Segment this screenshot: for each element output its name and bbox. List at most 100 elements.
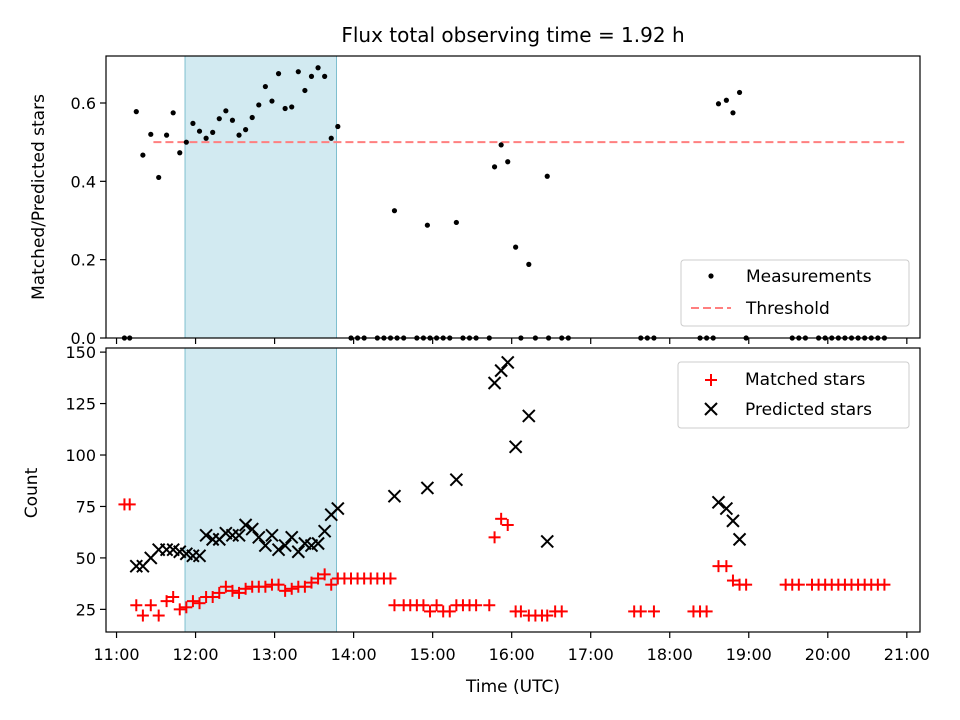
matched-star-point: [239, 582, 252, 595]
top-axes-frame: [105, 55, 921, 339]
measurement-point: [216, 116, 222, 122]
measurement-point: [177, 150, 183, 156]
matched-star-point: [501, 518, 514, 531]
matched-star-point: [488, 531, 501, 544]
matched-star-point: [726, 574, 739, 587]
legend-predicted-label: Predicted stars: [745, 400, 872, 420]
x-tick-label: 16:00: [489, 645, 535, 664]
matched-star-point: [123, 498, 136, 511]
measurement-point: [196, 128, 203, 134]
predicted-star-point: [238, 518, 253, 532]
count-points: [118, 355, 891, 622]
top-y-axis-label: Matched/Predicted stars: [29, 94, 49, 300]
x-tick-label: 19:00: [726, 645, 772, 664]
top-panel: 0.0 0.2 0.4 0.6 Matched/Predicted stars: [29, 55, 921, 348]
matched-star-point: [193, 597, 206, 610]
top-x-ticks: [115, 338, 908, 344]
measurement-point: [723, 97, 729, 103]
matched-star-point: [285, 582, 298, 595]
measurement-point: [491, 164, 498, 170]
chart-title: Flux total observing time = 1.92 h: [341, 23, 684, 47]
matched-star-point: [514, 605, 527, 618]
measurement-point: [308, 73, 315, 79]
bottom-x-ticks: 11:00 12:00 13:00 14:00 15:00 16:00 17:00 18:00…: [93, 632, 930, 664]
predicted-star-point: [192, 549, 207, 563]
matched-star-point: [647, 605, 660, 618]
y-tick-label: 50: [76, 549, 96, 568]
legend-bottom: Matched stars Predicted stars: [677, 361, 910, 429]
x-tick-label: 14:00: [331, 645, 377, 664]
predicted-star-point: [186, 549, 200, 563]
predicted-star-point: [449, 473, 464, 487]
predicted-star-point: [258, 538, 273, 553]
legend-measurements-marker: [708, 273, 714, 279]
predicted-star-point: [252, 530, 266, 545]
predicted-star-point: [225, 528, 240, 542]
x-tick-label: 21:00: [884, 645, 930, 664]
matched-star-point: [417, 599, 430, 612]
matched-star-point: [318, 568, 331, 581]
measurement-point: [544, 173, 550, 179]
matched-star-point: [213, 586, 226, 599]
matched-star-point: [226, 584, 239, 597]
matched-star-point: [495, 512, 508, 525]
predicted-star-point: [487, 376, 502, 390]
matched-star-point: [483, 599, 496, 612]
measurement-point: [210, 129, 216, 135]
matched-star-point: [152, 609, 165, 622]
y-tick-label: 150: [65, 343, 96, 362]
predicted-star-point: [501, 355, 515, 370]
measurement-point: [715, 101, 722, 107]
measurement-point: [513, 244, 519, 250]
predicted-star-point: [387, 489, 402, 503]
legend-bottom-box: [677, 361, 910, 429]
y-tick-label: 0.4: [71, 172, 96, 191]
matched-star-point: [298, 580, 311, 593]
measurement-point: [302, 87, 308, 94]
matched-star-point: [160, 595, 173, 608]
predicted-star-point: [199, 528, 213, 542]
predicted-star-point: [285, 530, 299, 545]
predicted-star-point: [311, 536, 325, 551]
measurement-point: [262, 83, 268, 90]
measurement-point: [269, 98, 275, 104]
bottom-panel: 25 50 75 100 125 150 11:00 12:00 13:00 14:00 15:0…: [22, 343, 930, 697]
measurement-point: [203, 135, 209, 141]
predicted-star-point: [129, 559, 144, 573]
matched-star-point: [130, 599, 143, 612]
measurement-point: [249, 114, 255, 121]
legend-top-box: [680, 259, 910, 327]
matched-star-point: [325, 578, 338, 591]
measurement-point: [322, 73, 328, 79]
y-tick-label: 0.2: [71, 251, 96, 270]
matched-star-point: [878, 578, 891, 591]
matched-star-point: [634, 605, 647, 618]
predicted-star-point: [232, 528, 246, 542]
legend-top: Measurements Threshold: [680, 259, 910, 327]
x-tick-label: 18:00: [647, 645, 693, 664]
legend-threshold-label: Threshold: [745, 299, 830, 319]
x-tick-label: 17:00: [568, 645, 614, 664]
x-axis-label: Time (UTC): [465, 677, 560, 697]
predicted-star-point: [494, 363, 508, 378]
predicted-star-point: [420, 481, 435, 495]
measurement-point: [498, 142, 504, 148]
measurement-point: [736, 89, 743, 96]
measurement-point: [190, 120, 196, 126]
matched-star-point: [259, 580, 272, 593]
matched-star-point: [424, 605, 437, 618]
measurement-point: [183, 139, 189, 145]
matched-star-point: [144, 599, 157, 612]
matched-star-point: [233, 586, 246, 599]
matched-star-point: [740, 578, 753, 591]
predicted-star-point: [726, 514, 740, 528]
measurement-point: [315, 65, 321, 71]
legend-predicted-marker: [704, 402, 718, 416]
measurement-point: [453, 219, 459, 226]
measurement-point: [236, 132, 242, 138]
matched-star-point: [173, 603, 186, 616]
matched-star-point: [470, 599, 483, 612]
top-y-ticks: 0.0 0.2 0.4 0.6: [71, 94, 106, 348]
